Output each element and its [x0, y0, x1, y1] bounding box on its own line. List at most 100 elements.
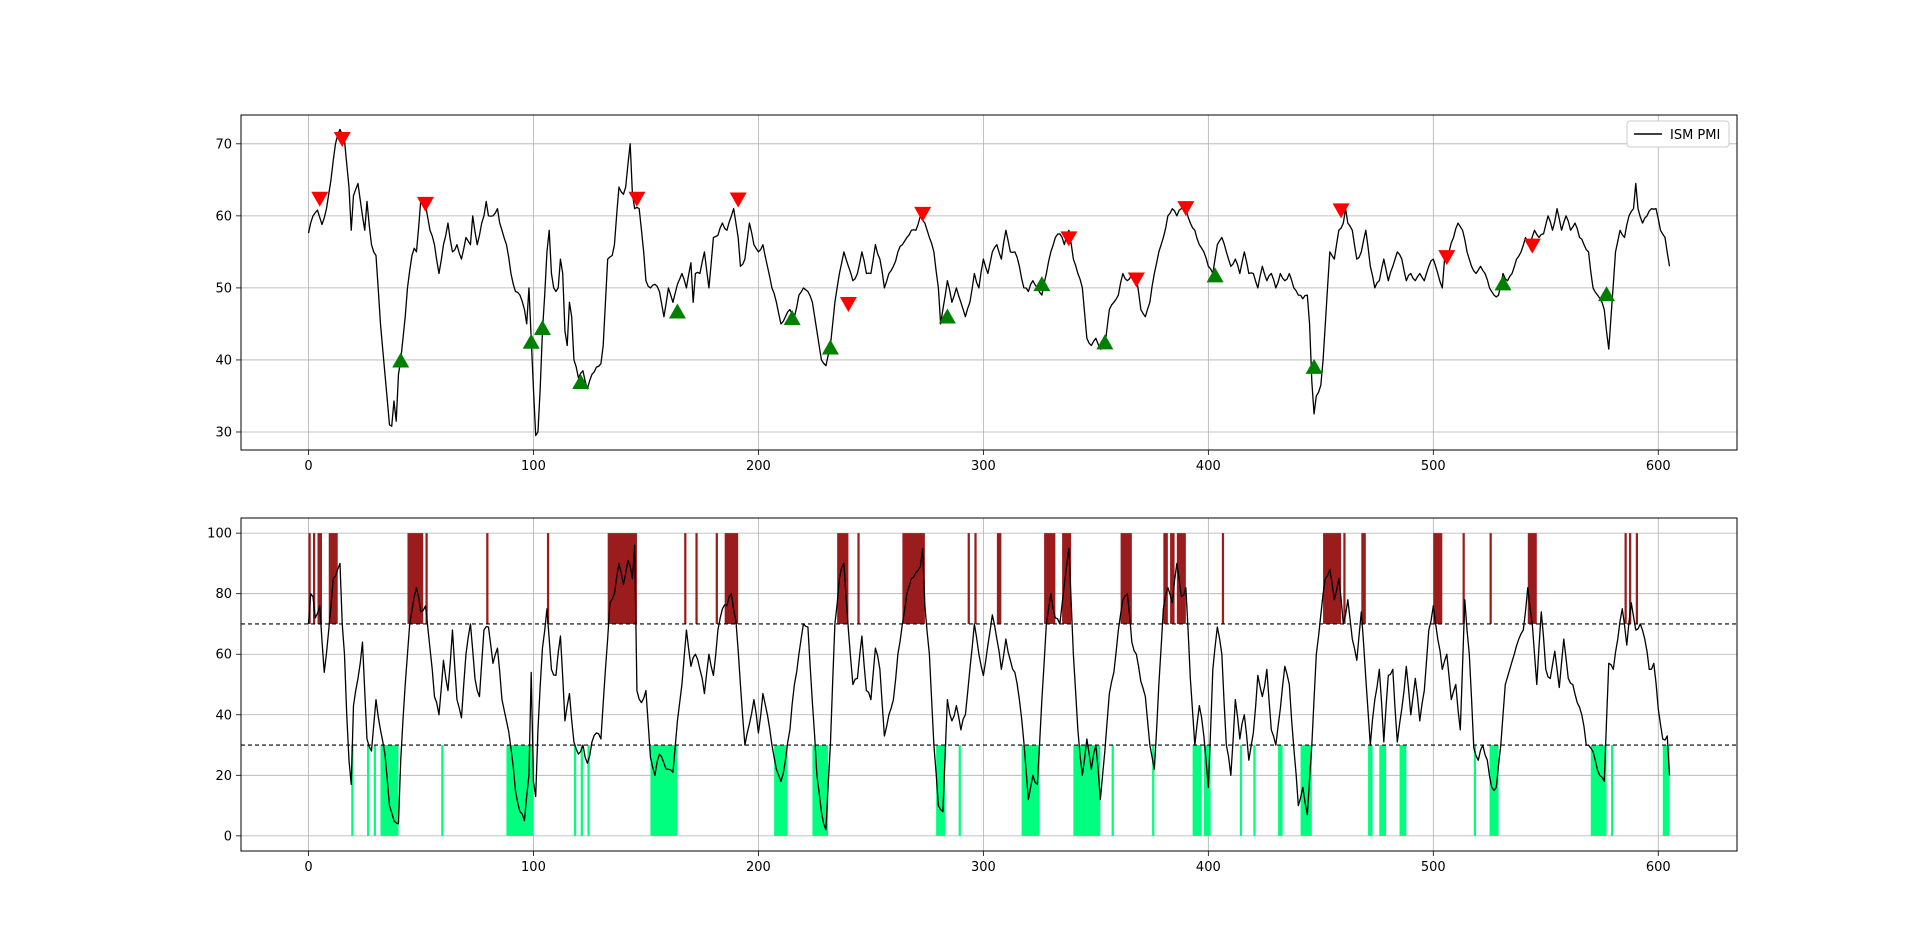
series-line: [307, 544, 1671, 831]
oversold-bar: [1152, 745, 1155, 836]
x-tick-label: 300: [971, 459, 996, 474]
sell-marker: [914, 206, 932, 222]
overbought-bar: [546, 533, 550, 624]
oversold-bar: [373, 745, 376, 836]
overbought-bar: [967, 533, 970, 624]
oversold-bar: [351, 745, 354, 836]
overbought-bar: [1629, 533, 1632, 624]
buy-marker: [1096, 334, 1114, 350]
oversold-bar: [1253, 745, 1256, 836]
buy-marker: [938, 308, 956, 324]
overbought-bar: [1635, 533, 1639, 624]
sell-marker: [333, 131, 351, 147]
overbought-bar: [317, 533, 322, 624]
legend: ISM PMI: [1626, 120, 1730, 148]
oversold-bar: [587, 745, 590, 836]
y-tick-label: 0: [224, 829, 232, 844]
oversold-bar: [1662, 745, 1670, 836]
oversold-bar: [1590, 745, 1607, 836]
buy-marker: [572, 374, 590, 390]
y-tick-label: 50: [215, 281, 232, 296]
buy-marker: [1598, 286, 1616, 302]
sell-marker: [1332, 203, 1350, 219]
oversold-bar: [1073, 745, 1101, 836]
x-tick-label: 200: [746, 459, 771, 474]
y-tick-label: 60: [215, 648, 232, 663]
legend-box: [1626, 120, 1730, 148]
x-tick-label: 500: [1421, 860, 1446, 875]
axes-frame: [240, 517, 1738, 852]
overbought-bar: [974, 533, 977, 624]
overbought-bar: [996, 533, 1002, 624]
buy-marker: [783, 309, 801, 325]
overbought-bar: [1343, 533, 1346, 624]
overbought-bar: [1323, 533, 1342, 624]
overbought-bar: [902, 533, 925, 624]
sell-marker: [729, 192, 747, 208]
overbought-bar: [1489, 533, 1492, 624]
overbought-bar: [1163, 533, 1168, 624]
overbought-bar: [312, 533, 316, 624]
oversold-bar: [1192, 745, 1202, 836]
oversold-bar: [1473, 745, 1477, 836]
overbought-bar: [715, 533, 718, 624]
overbought-bar: [1361, 533, 1366, 624]
x-tick-label: 100: [521, 459, 546, 474]
buy-marker: [1305, 358, 1323, 374]
sell-marker: [628, 191, 646, 207]
legend-entry: ISM PMI: [1670, 128, 1720, 143]
y-tick-label: 80: [215, 587, 232, 602]
oversold-bar: [366, 745, 370, 836]
oversold-bar: [580, 745, 583, 836]
oversold-bar: [1203, 745, 1211, 836]
sell-marker: [311, 191, 329, 207]
x-tick-label: 0: [304, 459, 312, 474]
overbought-bar: [1120, 533, 1132, 624]
oversold-bar: [958, 745, 961, 836]
buy-marker: [1206, 267, 1224, 283]
overbought-bar: [695, 533, 698, 624]
overbought-bar: [1624, 533, 1627, 624]
ism-pmi-panel: 0 100 200 300 400 500 600 30 40 50 60 70: [215, 114, 1738, 474]
oversold-bar: [1368, 745, 1373, 836]
oversold-bar: [1300, 745, 1312, 836]
sell-marker: [1060, 231, 1078, 247]
buy-marker: [668, 303, 686, 319]
sell-marker: [416, 196, 434, 212]
overbought-bar: [1170, 533, 1175, 624]
x-tick-label: 400: [1196, 459, 1221, 474]
y-tick-label: 40: [215, 708, 232, 723]
oversold-bar: [573, 745, 577, 836]
x-tick-label: 400: [1196, 860, 1221, 875]
buy-marker: [821, 339, 839, 355]
y-tick-label: 40: [215, 353, 232, 368]
oversold-bar: [1379, 745, 1387, 836]
overbought-bar: [1044, 533, 1056, 624]
buy-marker: [1494, 275, 1512, 291]
oversold-bar: [441, 745, 444, 836]
overbought-bar: [486, 533, 489, 624]
oversold-bar: [936, 745, 946, 836]
overbought-bar: [837, 533, 849, 624]
x-tick-label: 300: [971, 860, 996, 875]
x-tick-label: 100: [521, 860, 546, 875]
oversold-bar: [1278, 745, 1283, 836]
overbought-bar: [1176, 533, 1186, 624]
y-tick-label: 100: [207, 527, 232, 542]
overbought-bar: [684, 533, 687, 624]
oversold-bar: [1611, 745, 1614, 836]
overbought-bar: [425, 533, 428, 624]
x-tick-label: 200: [746, 860, 771, 875]
overbought-bar: [1062, 533, 1072, 624]
sell-marker: [1127, 272, 1145, 288]
overbought-bar: [724, 533, 739, 624]
overbought-bar: [1462, 533, 1465, 624]
overbought-bar: [1433, 533, 1443, 624]
oversold-bar: [650, 745, 678, 836]
axes-frame: [240, 114, 1738, 451]
oversold-bar: [1111, 745, 1114, 836]
series-line: [307, 128, 1671, 437]
sell-marker: [839, 296, 857, 312]
buy-marker: [522, 333, 540, 349]
